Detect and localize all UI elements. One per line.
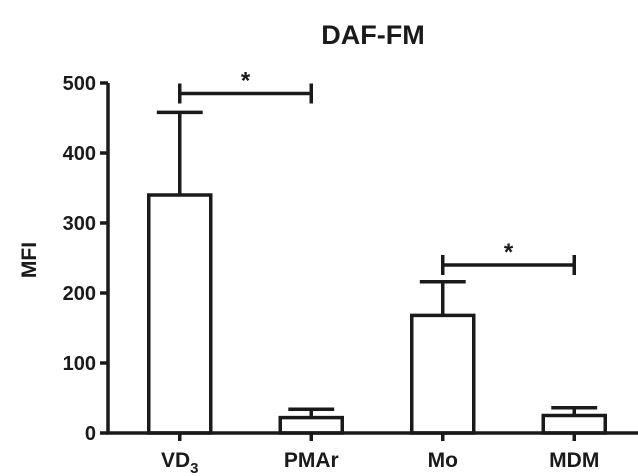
bar-0	[147, 193, 213, 435]
bar-1	[278, 415, 344, 435]
y-tick-label-5: 500	[63, 73, 96, 95]
bar-3	[541, 413, 607, 435]
sig-label-1: *	[504, 239, 514, 266]
x-tick-label-0: VD3	[161, 449, 199, 476]
y-tick-label-1: 100	[63, 353, 96, 375]
error-bars-group	[156, 110, 598, 418]
x-tick-label-3: MDM	[549, 449, 599, 472]
y-axis-label: MFI	[18, 242, 41, 278]
axes-group: 0 100 200 300 400 500	[63, 73, 638, 445]
x-tick-label-2: Mo	[428, 449, 458, 472]
x-tick-labels-group: VD3 PMAr Mo MDM	[161, 449, 599, 476]
significance-group: **	[178, 68, 576, 275]
y-tick-label-2: 200	[63, 283, 96, 305]
chart-title: DAF-FM	[321, 20, 424, 50]
y-tick-label-4: 400	[63, 143, 96, 165]
y-tick-label-3: 300	[63, 213, 96, 235]
bars-group	[147, 193, 607, 435]
y-tick-label-0: 0	[85, 423, 96, 445]
bar-2	[410, 313, 476, 435]
x-tick-label-1: PMAr	[284, 449, 339, 472]
sig-label-0: *	[241, 68, 251, 95]
